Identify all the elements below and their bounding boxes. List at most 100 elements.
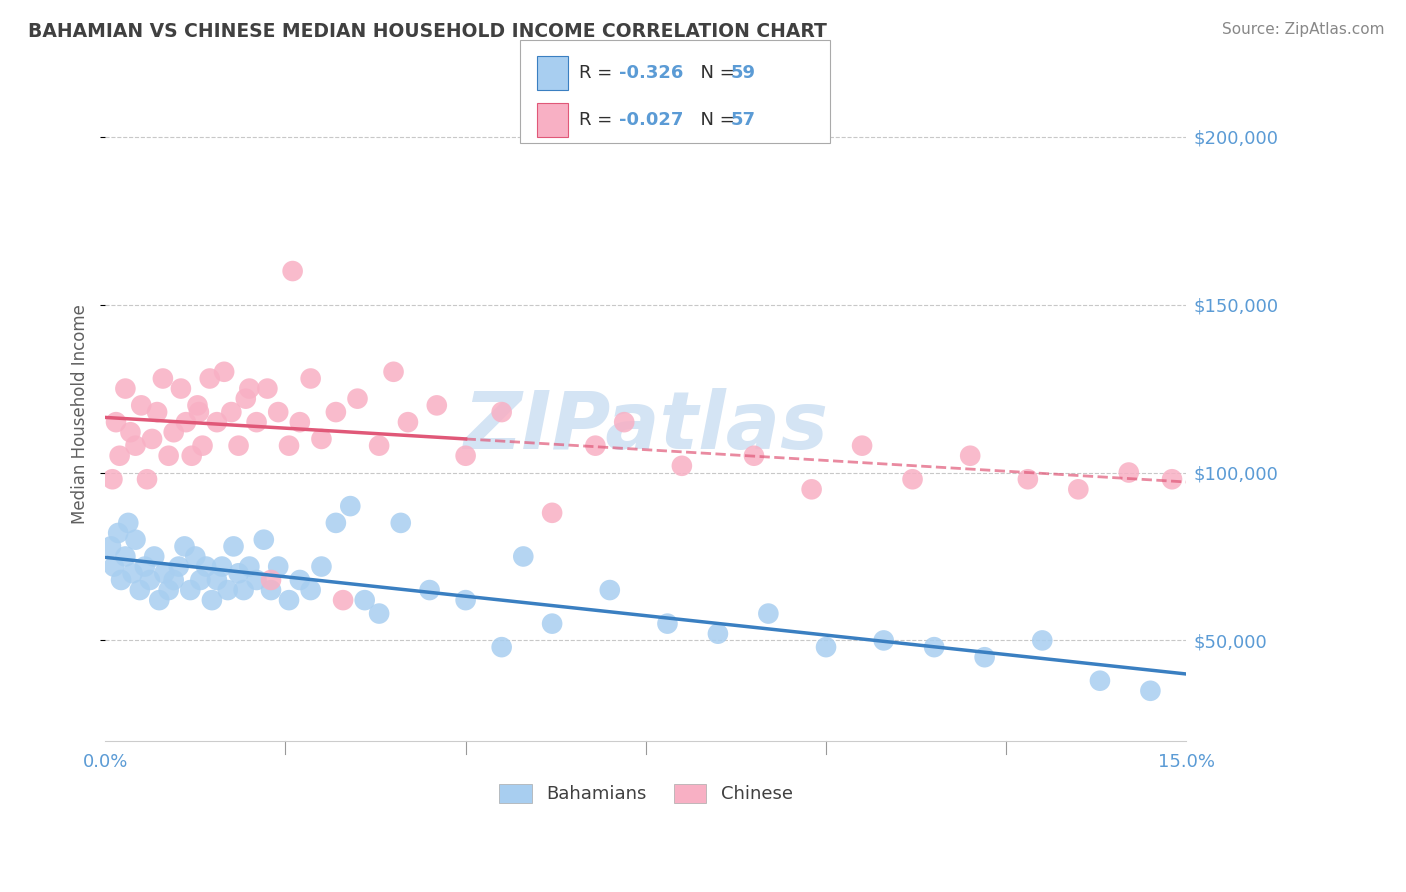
Point	[311, 432, 333, 446]
Point	[124, 439, 146, 453]
Point	[152, 371, 174, 385]
Text: ZIPatlas: ZIPatlas	[464, 388, 828, 466]
Point	[163, 573, 186, 587]
Point	[599, 582, 621, 597]
Point	[128, 582, 150, 597]
Point	[217, 582, 239, 597]
Point	[325, 405, 347, 419]
Point	[170, 382, 193, 396]
Point	[346, 392, 368, 406]
Point	[541, 506, 564, 520]
Text: -0.326: -0.326	[619, 64, 683, 82]
Point	[103, 559, 125, 574]
Point	[281, 264, 304, 278]
Point	[143, 549, 166, 564]
Point	[110, 573, 132, 587]
Point	[657, 616, 679, 631]
Point	[179, 582, 201, 597]
Point	[707, 626, 730, 640]
Point	[1031, 633, 1053, 648]
Text: R =: R =	[579, 64, 619, 82]
Point	[1118, 466, 1140, 480]
Legend: Bahamians, Chinese: Bahamians, Chinese	[492, 777, 800, 811]
Point	[278, 439, 301, 453]
Point	[756, 607, 779, 621]
Point	[288, 573, 311, 587]
Point	[105, 415, 128, 429]
Point	[228, 439, 250, 453]
Point	[221, 405, 243, 419]
Point	[205, 573, 228, 587]
Point	[167, 559, 190, 574]
Point	[389, 516, 412, 530]
Point	[396, 415, 419, 429]
Point	[288, 415, 311, 429]
Point	[1088, 673, 1111, 688]
Point	[671, 458, 693, 473]
Point	[267, 405, 290, 419]
Point	[1067, 483, 1090, 497]
Point	[173, 540, 195, 554]
Text: Source: ZipAtlas.com: Source: ZipAtlas.com	[1222, 22, 1385, 37]
Point	[426, 398, 449, 412]
Point	[195, 559, 218, 574]
Text: -0.027: -0.027	[619, 112, 683, 129]
Point	[332, 593, 354, 607]
Point	[491, 405, 513, 419]
Point	[299, 582, 322, 597]
Point	[419, 582, 441, 597]
Point	[368, 439, 391, 453]
Point	[339, 499, 361, 513]
Point	[311, 559, 333, 574]
Point	[114, 549, 136, 564]
Point	[922, 640, 945, 654]
Point	[238, 382, 260, 396]
Point	[815, 640, 838, 654]
Point	[129, 398, 152, 412]
Point	[260, 573, 283, 587]
Point	[187, 405, 209, 419]
Point	[267, 559, 290, 574]
Point	[382, 365, 405, 379]
Point	[253, 533, 276, 547]
Point	[108, 449, 131, 463]
Point	[235, 392, 257, 406]
Point	[299, 371, 322, 385]
Point	[191, 439, 214, 453]
Y-axis label: Median Household Income: Median Household Income	[72, 304, 89, 524]
Point	[541, 616, 564, 631]
Point	[124, 533, 146, 547]
Point	[278, 593, 301, 607]
Point	[174, 415, 197, 429]
Point	[454, 593, 477, 607]
Point	[959, 449, 981, 463]
Point	[120, 425, 142, 440]
Point	[139, 573, 162, 587]
Point	[613, 415, 636, 429]
Point	[1139, 683, 1161, 698]
Point	[198, 371, 221, 385]
Point	[232, 582, 254, 597]
Point	[101, 472, 124, 486]
Text: 59: 59	[731, 64, 756, 82]
Point	[141, 432, 163, 446]
Point	[153, 566, 176, 581]
Point	[180, 449, 202, 463]
Text: 57: 57	[731, 112, 756, 129]
Point	[148, 593, 170, 607]
Point	[205, 415, 228, 429]
Point	[107, 526, 129, 541]
Point	[1017, 472, 1039, 486]
Point	[245, 573, 267, 587]
Point	[256, 382, 278, 396]
Point	[454, 449, 477, 463]
Point	[260, 582, 283, 597]
Point	[157, 582, 180, 597]
Point	[851, 439, 873, 453]
Point	[800, 483, 823, 497]
Point	[491, 640, 513, 654]
Point	[184, 549, 207, 564]
Point	[212, 365, 235, 379]
Point	[245, 415, 267, 429]
Point	[583, 439, 606, 453]
